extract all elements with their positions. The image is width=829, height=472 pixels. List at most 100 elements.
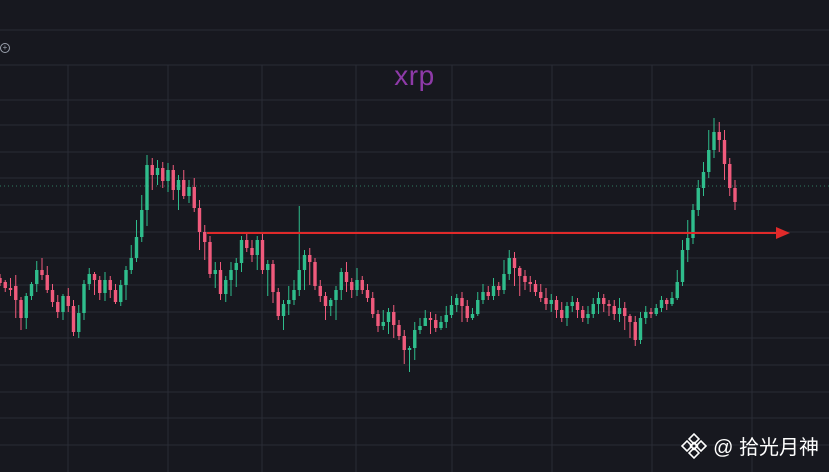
candle <box>334 286 337 320</box>
candle <box>607 300 610 316</box>
candle-body <box>277 292 280 316</box>
candle-body <box>261 240 264 270</box>
candle-body <box>681 250 684 282</box>
candle <box>723 130 726 180</box>
candle-body <box>124 270 127 285</box>
candle-body <box>403 336 406 350</box>
candle-body <box>25 296 28 318</box>
candle-body <box>0 278 2 283</box>
candle <box>303 250 306 290</box>
candle-body <box>172 170 175 190</box>
candle-body <box>487 292 490 296</box>
candle-body <box>245 240 248 248</box>
candle <box>518 266 521 296</box>
candle-body <box>308 255 311 262</box>
candle-body <box>9 288 12 290</box>
candle <box>487 286 490 300</box>
candle-body <box>345 272 348 282</box>
candle-body <box>555 300 558 310</box>
candle-body <box>61 296 64 312</box>
watermark: @ 拾光月神 <box>681 431 819 460</box>
candle-body <box>544 298 547 304</box>
candle <box>728 158 731 196</box>
binance-logo-icon <box>681 433 707 459</box>
candle <box>481 284 484 304</box>
candle <box>261 234 264 274</box>
candle-body <box>502 274 505 290</box>
candle <box>103 272 106 301</box>
candle-body <box>576 302 579 310</box>
candle-body <box>534 284 537 292</box>
candle-body <box>166 170 169 181</box>
candle-body <box>88 274 91 284</box>
candle-body <box>382 322 385 326</box>
candle-body <box>497 286 500 290</box>
candle <box>597 292 600 314</box>
candle <box>114 284 117 304</box>
candle <box>324 292 327 320</box>
candle <box>256 236 259 270</box>
candle-body <box>686 238 689 250</box>
candle <box>618 298 621 322</box>
candle-body <box>602 298 605 304</box>
candle-body <box>597 298 600 304</box>
candle-body <box>98 280 101 293</box>
candle <box>140 195 143 242</box>
candle <box>434 314 437 332</box>
candle <box>266 260 269 296</box>
candle <box>691 204 694 244</box>
candle <box>72 300 75 336</box>
candle <box>418 318 421 334</box>
candle <box>576 298 579 318</box>
candle <box>681 240 684 286</box>
candle-body <box>203 232 206 242</box>
candle-body <box>628 316 631 322</box>
candle-body <box>639 318 642 340</box>
candle <box>182 170 185 199</box>
candle <box>502 260 505 294</box>
candle-body <box>376 314 379 326</box>
candle <box>88 268 91 290</box>
candle-body <box>670 298 673 304</box>
candle <box>82 280 85 320</box>
candle-body <box>151 165 154 175</box>
candle <box>51 284 54 307</box>
candle-body <box>292 290 295 300</box>
candle <box>350 278 353 298</box>
candle <box>508 250 511 280</box>
candle-body <box>77 313 80 332</box>
candle-body <box>329 300 332 306</box>
candle-body <box>718 132 721 140</box>
candle-body <box>550 300 553 304</box>
candle <box>30 282 33 300</box>
candle <box>455 294 458 312</box>
candle <box>77 305 80 338</box>
candle-body <box>14 286 17 300</box>
candle-body <box>508 258 511 274</box>
candle-body <box>560 310 563 318</box>
candle-body <box>676 282 679 298</box>
candle-body <box>266 264 269 270</box>
candle-body <box>723 140 726 164</box>
candle-body <box>366 290 369 298</box>
candle-body <box>728 164 731 188</box>
candle <box>308 248 311 285</box>
candle <box>313 258 316 290</box>
candle <box>529 276 532 292</box>
candle <box>581 306 584 322</box>
candle-body <box>586 314 589 318</box>
horizontal-arrow-annotation <box>207 227 790 239</box>
candle-body <box>733 188 736 202</box>
candle <box>492 278 495 300</box>
candle-body <box>334 290 337 300</box>
candle <box>292 280 295 305</box>
candle <box>187 180 190 203</box>
candle <box>271 260 274 303</box>
candle <box>476 292 479 316</box>
candle-body <box>571 302 574 306</box>
candle <box>371 292 374 318</box>
candle <box>198 200 201 250</box>
plus-circle-icon[interactable]: + <box>0 43 10 53</box>
candle <box>471 308 474 320</box>
